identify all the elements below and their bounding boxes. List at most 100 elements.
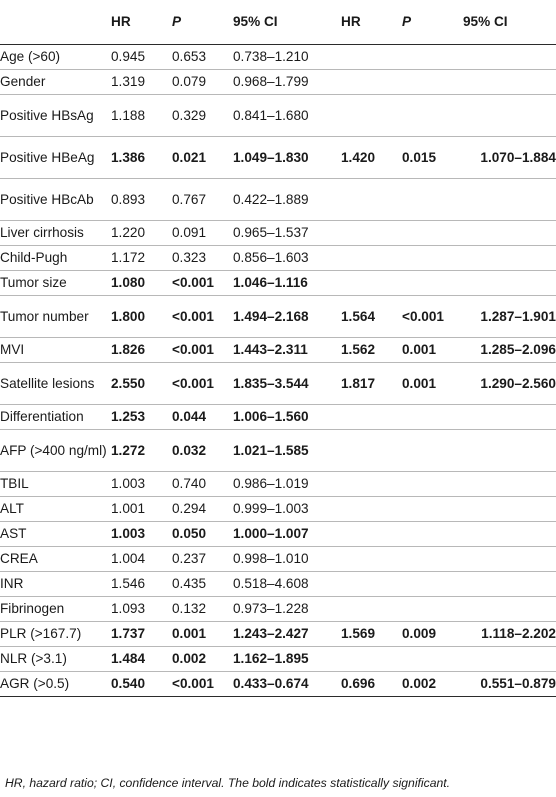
cell-p-multivariate (402, 429, 463, 471)
cell-p-multivariate (402, 44, 463, 69)
cell-ci-multivariate: 1.070–1.884 (480, 149, 556, 165)
cell-ci-multivariate: 1.118–2.202 (481, 626, 556, 641)
table-row: Age (>60) 0.945 0.653 0.738–1.210 (0, 44, 556, 69)
cell-ci-univariate: 1.443–2.311 (233, 342, 308, 357)
cell-ci-univariate: 1.006–1.560 (233, 409, 309, 424)
cell-hr-multivariate: 1.564 (341, 308, 376, 324)
cell-ci-univariate: 0.841–1.680 (233, 107, 309, 123)
cell-p-univariate: 0.740 (172, 476, 207, 491)
table-row: PLR (>167.7) 1.737 0.001 1.243–2.427 1.569 0.… (0, 621, 556, 646)
cell-p-univariate: <0.001 (172, 375, 214, 391)
cell-row-label: AFP (>400 ng/ml) (0, 442, 107, 458)
table-row: Fibrinogen 1.093 0.132 0.973–1.228 (0, 596, 556, 621)
cell-hr-univariate: 1.220 (111, 225, 146, 240)
cell-p-multivariate: 0.001 (402, 342, 437, 357)
cell-ci-univariate: 0.998–1.010 (233, 551, 309, 566)
cell-hr-univariate: 0.945 (111, 49, 146, 64)
cell-ci-multivariate (463, 571, 556, 596)
header-p-multivariate: P (402, 0, 463, 45)
cell-row-label: INR (0, 576, 24, 591)
cell-hr-univariate: 1.003 (111, 526, 146, 541)
table-row: AGR (>0.5) 0.540 <0.001 0.433–0.674 0.696 0.0… (0, 671, 556, 696)
cell-hr-multivariate (341, 178, 402, 220)
cell-p-multivariate (402, 220, 463, 245)
cell-hr-multivariate (341, 404, 402, 429)
cell-p-multivariate (402, 571, 463, 596)
cell-hr-univariate: 1.093 (111, 601, 146, 616)
cell-p-multivariate (402, 404, 463, 429)
cell-row-label: ALT (0, 501, 24, 516)
cell-hr-multivariate (341, 496, 402, 521)
cell-hr-univariate: 1.080 (111, 275, 146, 290)
cell-p-univariate: 0.435 (172, 576, 207, 591)
cell-p-multivariate (402, 496, 463, 521)
cell-hr-multivariate: 1.562 (341, 342, 376, 357)
cell-ci-univariate: 0.965–1.537 (233, 225, 309, 240)
cell-ci-multivariate (463, 646, 556, 671)
cell-hr-multivariate (341, 245, 402, 270)
cell-hr-univariate: 1.003 (111, 476, 146, 491)
cell-row-label: Tumor number (0, 308, 89, 324)
cell-p-univariate: <0.001 (172, 676, 214, 691)
table-row: AST 1.003 0.050 1.000–1.007 (0, 521, 556, 546)
table-row: CREA 1.004 0.237 0.998–1.010 (0, 546, 556, 571)
cell-ci-univariate: 1.243–2.427 (233, 626, 309, 641)
table-row: NLR (>3.1) 1.484 0.002 1.162–1.895 (0, 646, 556, 671)
cell-hr-univariate: 1.004 (111, 551, 146, 566)
header-variable (0, 0, 111, 45)
cell-ci-univariate: 0.422–1.889 (233, 191, 309, 207)
cell-hr-multivariate (341, 596, 402, 621)
cell-p-univariate: 0.021 (172, 149, 207, 165)
cell-hr-multivariate: 1.817 (341, 375, 376, 391)
table-footnote: HR, hazard ratio; CI, confidence interva… (5, 776, 451, 790)
cell-hr-univariate: 0.893 (111, 191, 146, 207)
table-row: ALT 1.001 0.294 0.999–1.003 (0, 496, 556, 521)
cell-p-multivariate (402, 245, 463, 270)
cell-ci-multivariate (463, 404, 556, 429)
cell-ci-multivariate (463, 521, 556, 546)
cell-ci-multivariate (463, 44, 556, 69)
cell-p-multivariate: 0.009 (402, 626, 437, 641)
cell-hr-multivariate (341, 94, 402, 136)
cell-ci-multivariate (463, 546, 556, 571)
cell-row-label: PLR (>167.7) (0, 626, 82, 641)
cell-ci-multivariate (463, 245, 556, 270)
cell-ci-multivariate (463, 471, 556, 496)
header-ci-univariate: 95% CI (233, 0, 341, 45)
cell-p-univariate: 0.767 (172, 191, 207, 207)
cell-p-univariate: 0.001 (172, 626, 207, 641)
cell-row-label: Positive HBsAg (0, 107, 94, 123)
cell-p-univariate: 0.032 (172, 442, 207, 458)
cell-p-univariate: 0.323 (172, 250, 207, 265)
header-p-univariate: P (172, 0, 233, 45)
cell-p-univariate: <0.001 (172, 275, 214, 290)
header-row: HR P 95% CI HR P 95% CI (0, 0, 556, 45)
table-row: Positive HBcAb 0.893 0.767 0.422–1.889 (0, 178, 556, 220)
cell-ci-multivariate (463, 270, 556, 295)
cell-p-univariate: 0.653 (172, 49, 207, 64)
hazard-ratio-table: HR P 95% CI HR P 95% CI Age (>60) 0.945 0.… (0, 0, 556, 696)
cell-p-multivariate (402, 546, 463, 571)
cell-ci-univariate: 0.433–0.674 (233, 676, 309, 691)
cell-ci-univariate: 0.986–1.019 (233, 476, 309, 491)
cell-p-univariate: 0.044 (172, 409, 207, 424)
cell-p-univariate: 0.237 (172, 551, 207, 566)
table-row: Satellite lesions 2.550 <0.001 1.835–3.544 1… (0, 362, 556, 404)
cell-p-univariate: 0.329 (172, 107, 207, 123)
cell-hr-univariate: 1.253 (111, 409, 146, 424)
cell-ci-univariate: 1.046–1.116 (233, 275, 308, 290)
header-ci-multivariate: 95% CI (463, 0, 556, 45)
cell-ci-univariate: 0.968–1.799 (233, 74, 309, 89)
cell-row-label: Tumor size (0, 275, 67, 290)
cell-hr-univariate: 1.272 (111, 442, 146, 458)
header-hr-multivariate: HR (341, 0, 402, 45)
table-row: Liver cirrhosis 1.220 0.091 0.965–1.537 (0, 220, 556, 245)
cell-hr-multivariate (341, 646, 402, 671)
cell-ci-univariate: 0.999–1.003 (233, 501, 309, 516)
cell-ci-univariate: 1.494–2.168 (233, 308, 309, 324)
cell-hr-univariate: 1.001 (111, 501, 146, 516)
cell-hr-multivariate (341, 220, 402, 245)
cell-row-label: Child-Pugh (0, 250, 68, 265)
cell-ci-univariate: 0.518–4.608 (233, 576, 309, 591)
